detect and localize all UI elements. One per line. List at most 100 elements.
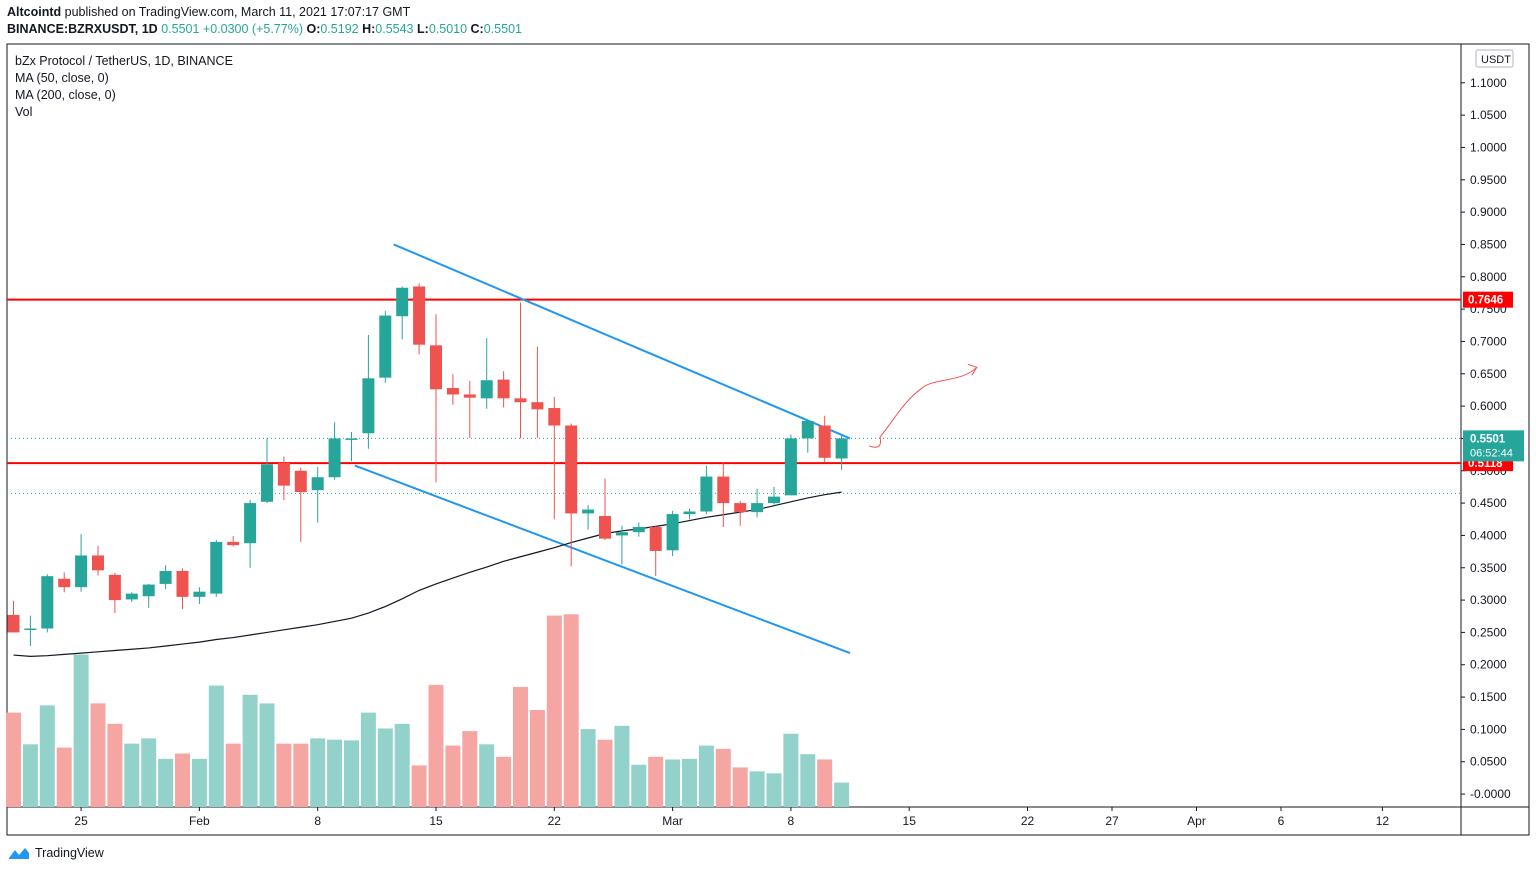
last-price-label: 0.5501: [1470, 433, 1506, 445]
candle-body: [734, 503, 747, 513]
legend-ma50[interactable]: MA (50, close, 0): [15, 71, 109, 85]
volume-bar: [462, 731, 478, 807]
y-tick-label: -0.0000: [1470, 787, 1511, 801]
volume-bar: [293, 743, 309, 807]
candle-body: [683, 511, 696, 515]
volume-bar: [208, 685, 224, 807]
volume-bar: [124, 743, 140, 807]
volume-bar: [496, 756, 512, 807]
candle-body: [75, 555, 88, 588]
volume-bar: [682, 758, 697, 807]
annotation-arrow[interactable]: [868, 366, 978, 448]
candle-body: [599, 516, 611, 539]
candle-body: [362, 378, 375, 434]
y-tick-label: 0.4500: [1470, 496, 1507, 510]
legend-vol[interactable]: Vol: [15, 105, 33, 119]
last-price: 0.5501: [161, 22, 200, 36]
volume-bar: [445, 745, 461, 807]
volume-bar: [276, 743, 292, 807]
y-tick-label: 0.1500: [1470, 690, 1507, 704]
candle-body: [480, 380, 493, 399]
candle-body: [784, 438, 797, 496]
x-tick-label: Apr: [1187, 814, 1206, 828]
volume-bar: [749, 771, 765, 807]
y-tick-label: 0.1000: [1470, 722, 1507, 736]
countdown-label: 06:52:44: [1470, 447, 1513, 459]
volume-bar: [428, 684, 444, 807]
x-tick-label: Feb: [189, 814, 210, 828]
volume-bar: [597, 739, 613, 807]
y-tick-label: 0.4000: [1470, 528, 1507, 542]
candle-body: [328, 438, 341, 478]
candle-body: [311, 477, 324, 491]
volume-bar: [715, 748, 731, 807]
y-tick-label: 0.0500: [1470, 755, 1507, 769]
x-tick-label: 22: [548, 814, 562, 828]
y-tick-label: 1.0500: [1470, 108, 1507, 122]
x-tick-label: 8: [788, 814, 795, 828]
candle-body: [717, 476, 730, 504]
candle-body: [430, 345, 442, 390]
trendline[interactable]: [354, 464, 851, 655]
currency-badge[interactable]: [1475, 49, 1514, 68]
level-price-tag: [1463, 291, 1513, 308]
candle-body: [835, 438, 848, 459]
x-tick-label: Mar: [662, 814, 683, 828]
open-value: 0.5192: [320, 22, 359, 36]
volume-bar: [6, 712, 21, 807]
volume-bar: [800, 754, 816, 807]
candle-body: [818, 425, 831, 458]
candle-body: [632, 527, 645, 533]
candle-body: [125, 593, 138, 600]
volume-bar: [310, 738, 326, 807]
candle-body: [108, 574, 121, 601]
volume-bar: [141, 738, 157, 807]
last-price-tag: [1463, 430, 1524, 462]
candle-body: [565, 425, 578, 514]
x-tick-label: 15: [429, 814, 443, 828]
low-label: L:: [417, 22, 429, 36]
volume-bar: [73, 654, 89, 807]
y-tick-label: 0.2000: [1470, 658, 1507, 672]
trendline[interactable]: [393, 243, 851, 440]
candle-body: [531, 402, 544, 410]
volume-bar: [242, 694, 258, 807]
author-name[interactable]: Altcointd: [7, 5, 62, 19]
high-label: H:: [362, 22, 376, 36]
candle-body: [700, 476, 713, 512]
tradingview-logo-icon: [9, 848, 29, 859]
candle-body: [768, 496, 780, 504]
y-tick-label: 0.6000: [1470, 399, 1507, 413]
publish-text: published on TradingView.com, March 11, …: [64, 5, 411, 19]
volume-bar: [39, 705, 55, 807]
candle-body: [514, 398, 527, 403]
candle-body: [24, 628, 37, 631]
volume-bar: [834, 782, 850, 807]
volume-bar: [783, 733, 799, 807]
volume-bar: [513, 686, 528, 807]
candle-body: [345, 438, 358, 440]
candle-body: [159, 570, 172, 584]
y-tick-label: 1.1000: [1470, 76, 1507, 90]
volume-bar: [225, 743, 241, 807]
volume-bar: [732, 767, 748, 807]
volume-bar: [377, 728, 393, 807]
x-tick-label: 12: [1376, 814, 1390, 828]
legend-ma200[interactable]: MA (200, close, 0): [15, 88, 116, 102]
candle-body: [463, 394, 476, 398]
candle-body: [548, 408, 561, 426]
candle-body: [446, 387, 459, 395]
footer-brand[interactable]: TradingView: [8, 846, 104, 860]
currency-badge-label: USDT: [1481, 54, 1511, 66]
ohlc-header: BINANCE:BZRXUSDT, 1D 0.5501 +0.0300 (+5.…: [7, 22, 522, 36]
volume-bar: [175, 753, 190, 807]
candle-body: [41, 576, 54, 629]
y-tick-label: 0.6500: [1470, 367, 1507, 381]
volume-bar: [665, 759, 681, 807]
volume-bar: [479, 744, 495, 807]
y-tick-label: 0.2500: [1470, 625, 1507, 639]
volume-bar: [546, 615, 562, 807]
volume-bar: [56, 747, 72, 807]
y-tick-label: 0.8000: [1470, 270, 1507, 284]
